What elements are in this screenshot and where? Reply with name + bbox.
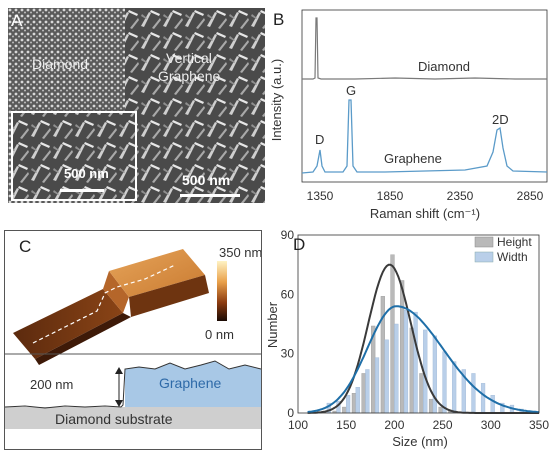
width-bar-250: [442, 351, 447, 414]
diamond-trace-label: Diamond: [418, 59, 470, 74]
panel-a: A Diamond Vertical Graphene 500 nm 500 n…: [8, 8, 265, 203]
graphene-raman-trace: [301, 99, 548, 174]
x-tick-300: 300: [481, 418, 501, 432]
panel-c-label: C: [19, 237, 32, 256]
step-arrow-head-top: [115, 367, 123, 374]
raman-x-label: Raman shift (cm⁻¹): [370, 206, 480, 221]
peak-d-label: D: [315, 132, 324, 147]
width-bar-220: [413, 311, 418, 414]
panel-d-label: D: [293, 235, 306, 254]
width-bar-210: [403, 309, 409, 414]
height-profile-line: [4, 360, 262, 409]
panel-b-label: B: [273, 10, 285, 29]
main-scale-label: 500 nm: [182, 172, 231, 188]
legend-width-swatch: [474, 251, 494, 263]
step-arrow-head-bottom: [115, 400, 123, 407]
x-tick-100: 100: [288, 418, 308, 432]
height-bar-210: [400, 280, 405, 414]
x-tick-150: 150: [336, 418, 356, 432]
width-bar-300: [490, 394, 495, 414]
peak-2d-label: 2D: [492, 112, 509, 127]
panel-a-label: A: [11, 11, 23, 30]
inset-scale-label: 500 nm: [64, 166, 109, 181]
height-bar-170: [361, 373, 366, 414]
width-bar-150: [345, 394, 351, 414]
diamond-region-label: Diamond: [32, 56, 89, 72]
diamond-raman-trace: [302, 17, 547, 80]
width-bar-280: [471, 373, 476, 414]
width-bar-290: [480, 383, 486, 414]
legend-height-swatch: [474, 236, 494, 248]
substrate-label: Diamond substrate: [55, 411, 173, 427]
y-tick-60: 60: [281, 287, 295, 301]
width-gauss-fit: [307, 305, 540, 414]
x-tick-200: 200: [384, 418, 404, 432]
y-tick-90: 90: [281, 228, 295, 242]
size-histogram: 100 150 200 250 300 350 0 30 60 90 Number Size (n…: [265, 228, 549, 449]
histogram-x-label: Size (nm): [392, 434, 448, 449]
raman-tick-1350: 1350: [307, 189, 334, 203]
height-bar-240: [428, 398, 434, 414]
sem-image: [8, 8, 265, 203]
height-bar-230: [419, 373, 424, 414]
width-bar-160: [355, 387, 360, 414]
x-tick-350: 350: [529, 418, 549, 432]
raman-chart: Intensity (a.u.) Raman shift (cm⁻¹) 1350…: [269, 9, 548, 221]
width-bar-200: [394, 323, 399, 414]
substrate-band: [5, 407, 261, 429]
raman-y-label: Intensity (a.u.): [269, 59, 284, 141]
afm-colorbar: [217, 261, 227, 321]
height-bar-200: [390, 254, 395, 414]
afm-front-face: [35, 313, 131, 365]
histogram-plot-frame: [297, 234, 540, 414]
raman-tick-2350: 2350: [447, 189, 474, 203]
graphene-profile-fill: [125, 361, 261, 407]
afm-step-wall: [103, 271, 129, 313]
step-height-label: 200 nm: [30, 377, 73, 392]
raman-tick-1850: 1850: [377, 189, 404, 203]
graphene-region-label-1: Vertical: [166, 50, 212, 66]
width-bar-170: [365, 369, 370, 414]
x-tick-250: 250: [433, 418, 453, 432]
width-bar-180: [374, 357, 380, 414]
panel-c: 350 nm 0 nm 200 nm Graphene Diamond subs…: [4, 230, 262, 450]
raman-tick-2850: 2850: [517, 189, 544, 203]
graphene-region-label-2: Graphene: [158, 68, 221, 84]
y-tick-0: 0: [287, 406, 294, 420]
afm-figure: 350 nm 0 nm 200 nm Graphene Diamond subs…: [4, 245, 262, 429]
panel-b: Intensity (a.u.) Raman shift (cm⁻¹) 1350…: [265, 0, 553, 225]
panel-d: 100 150 200 250 300 350 0 30 60 90 Number Size (n…: [265, 225, 553, 454]
raman-plot-frame: [301, 9, 548, 183]
colorbar-min-label: 0 nm: [205, 327, 234, 342]
graphene-trace-label: Graphene: [384, 151, 442, 166]
afm-line-profile: [32, 264, 176, 344]
y-tick-30: 30: [281, 347, 295, 361]
width-bar-190: [384, 339, 389, 414]
height-bar-150: [342, 406, 347, 414]
afm-low-terrace: [13, 289, 123, 359]
afm-right-face: [129, 275, 209, 317]
width-bar-260: [452, 361, 457, 414]
colorbar-max-label: 350 nm: [219, 245, 261, 260]
histogram-y-label: Number: [265, 301, 280, 348]
height-bar-160: [351, 393, 357, 414]
legend-height-label: Height: [497, 235, 532, 249]
peak-g-label: G: [346, 83, 356, 98]
height-bar-220: [409, 327, 414, 414]
graphene-profile-label: Graphene: [159, 375, 221, 391]
height-bar-250: [438, 406, 443, 414]
legend-width-label: Width: [497, 250, 528, 264]
